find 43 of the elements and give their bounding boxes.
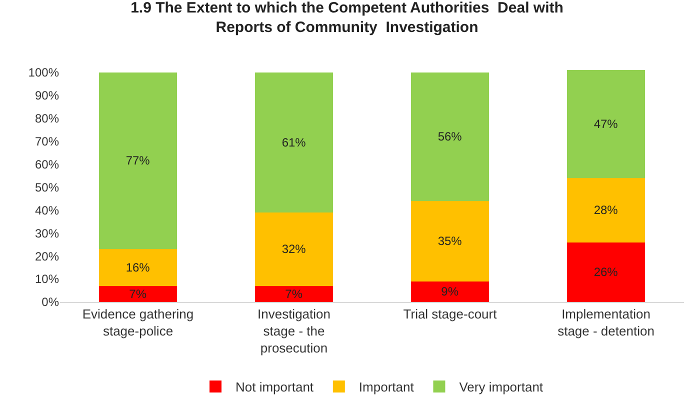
data-label: 47%: [594, 116, 618, 131]
y-tick-label: 90%: [34, 88, 60, 102]
bar: [567, 178, 645, 242]
x-tick-label: Trial stage-court: [403, 306, 498, 322]
y-tick-label: 30%: [34, 226, 60, 240]
data-label: 77%: [126, 154, 150, 168]
y-tick-label: 70%: [34, 134, 60, 148]
bar: [255, 212, 333, 286]
y-tick-label: 60%: [34, 157, 60, 172]
y-tick-label: 10%: [34, 272, 60, 286]
chart-title: 1.9 The Extent to which the Competent Authorities Deal with Reports of Community Investigation: [130, 0, 564, 36]
data-label: 7%: [129, 286, 147, 301]
data-label: 61%: [282, 135, 306, 150]
data-label: 9%: [441, 284, 459, 299]
y-tick-label: 40%: [34, 203, 60, 218]
legend-label: Not important: [236, 380, 314, 395]
bar: [411, 72, 489, 201]
x-tick-label: Evidence gathering stage-police: [82, 306, 194, 338]
data-label: 16%: [126, 260, 150, 275]
data-label: 7%: [285, 286, 303, 301]
bar: [255, 72, 333, 212]
legend-label: Very important: [459, 380, 544, 395]
data-label: 56%: [438, 130, 462, 144]
x-tick-label: Implementation stage - detention: [558, 306, 654, 338]
data-label: 32%: [282, 242, 306, 256]
data-label: 28%: [594, 203, 618, 218]
bar: [411, 281, 489, 302]
y-tick-label: 50%: [34, 180, 60, 194]
bar: [567, 242, 645, 302]
y-tick-label: 100%: [28, 66, 60, 80]
bar: [411, 200, 489, 282]
bar: [99, 286, 177, 302]
bar: [567, 70, 645, 178]
bar: [99, 72, 177, 250]
y-tick-label: 20%: [34, 249, 60, 264]
bar: [255, 286, 333, 302]
x-tick-label: Investigation stage - the prosecution: [258, 306, 330, 356]
bar: [99, 249, 177, 286]
data-label: 26%: [594, 265, 618, 280]
y-tick-label: 0%: [42, 295, 60, 310]
y-tick-label: 80%: [34, 111, 60, 126]
legend-label: Important: [358, 380, 414, 395]
data-label: 35%: [438, 234, 462, 248]
